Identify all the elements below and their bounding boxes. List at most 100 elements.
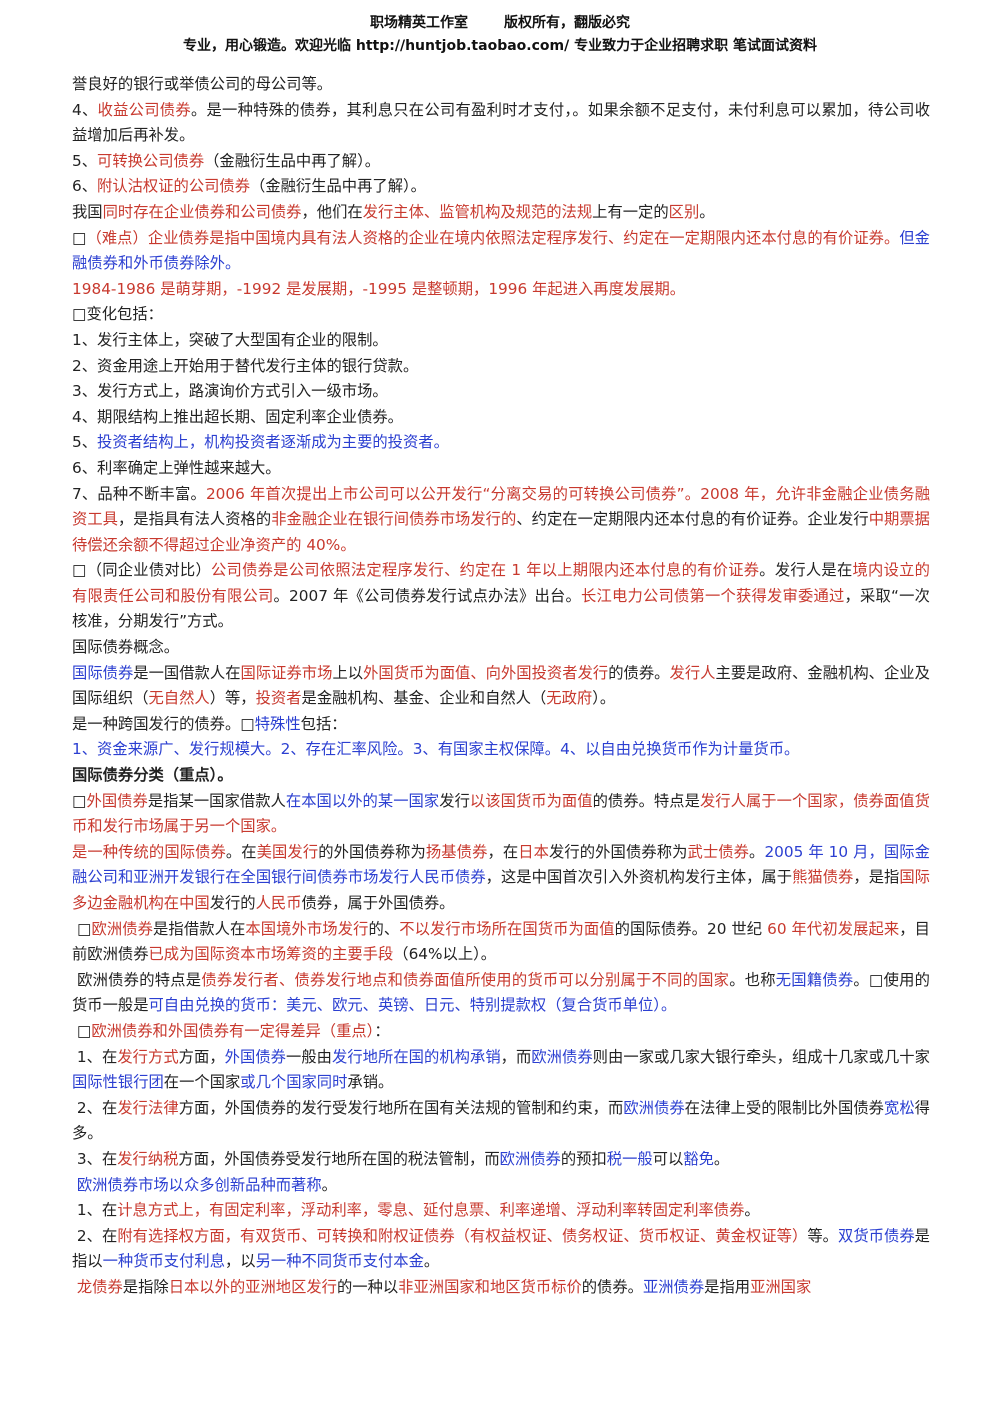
text-run: 投资者结构上，机构投资者逐渐成为主要的投资者。: [97, 433, 449, 452]
text-run: 外国债券: [86, 791, 148, 810]
text-run: 等。: [807, 1226, 838, 1245]
text-run: 5、: [72, 151, 98, 170]
paragraph: 欧洲债券市场以众多创新品种而著称。: [72, 1173, 930, 1199]
text-run: 非亚洲国家和地区货币标价: [398, 1277, 582, 1296]
text-run: 的、: [368, 919, 400, 938]
text-run: 欧洲债券: [91, 919, 154, 938]
text-run: 国际证券市场: [240, 663, 333, 682]
text-run: 外国货币为面值、向外国投资者发行: [363, 663, 609, 682]
text-run: 。: [744, 1201, 760, 1220]
text-run: 附有选择权方面，有双货币、可转换和附权证债券（有权益权证、债务权证、货币权证、黄…: [117, 1226, 808, 1245]
text-run: 另一种不同货币支付本金: [255, 1252, 424, 1271]
text-run: 上有一定的: [592, 202, 669, 221]
paragraph: □欧洲债券是指借款人在本国境外市场发行的、不以发行市场所在国货币为面值的国际债券…: [72, 917, 930, 968]
text-run: 2、资金用途上开始用于替代发行主体的银行贷款。: [72, 356, 419, 375]
text-run: 发行的外国债券称为: [549, 842, 688, 861]
header: 职场精英工作室 版权所有，翻版必究 专业，用心锻造。欢迎光临 http://hun…: [0, 0, 1000, 58]
text-run: 、约定在一定期限内还本付息的有价证券。企业发行: [516, 510, 869, 529]
text-run: 的债券。: [581, 1277, 643, 1296]
text-run: 的债券。: [608, 663, 670, 682]
text-run: 长江电力公司债第一个获得发审委通过: [581, 586, 845, 605]
text-run: 附认沽权证的公司债券: [97, 177, 251, 196]
paragraph: 欧洲债券的特点是债券发行者、债券发行地点和债券面值所使用的货币可以分别属于不同的…: [72, 968, 930, 1019]
text-run: 企业债券是指中国境内具有法人资格的企业在境内依照法定程序发行、约定在一定期限内还…: [147, 228, 900, 247]
text-run: 中期票据待偿还余额不得超过企业净资产的 40%。: [72, 510, 930, 554]
text-run: 是指某一国家借款人: [147, 791, 286, 810]
text-run: 国际性银行团: [72, 1073, 164, 1092]
paragraph: 龙债券是指除日本以外的亚洲地区发行的一种以非亚洲国家和地区货币标价的债券。亚洲债…: [72, 1275, 930, 1301]
text-run: 一般由: [286, 1047, 332, 1066]
text-run: 是指除: [122, 1277, 169, 1296]
text-run: 4、期限结构上推出超长期、固定利率企业债券。: [72, 407, 403, 426]
text-run: 投资者: [255, 689, 302, 708]
text-run: □: [72, 1021, 92, 1040]
text-run: 国际多边金融机构在中国: [72, 868, 930, 912]
text-run: 。也称: [729, 970, 776, 989]
paragraph: □（同企业债对比）公司债券是公司依照法定程序发行、约定在 1 年以上期限内还本付…: [72, 558, 930, 635]
text-run: 发行人属于一个国家，债券面值货币和发行市场属于另一个国家。: [72, 791, 930, 836]
text-run: 3、在: [72, 1149, 118, 1168]
text-run: 无政府: [546, 689, 593, 708]
paragraph: 2、在发行法律方面，外国债券的发行受发行地所在国有关法规的管制和约束，而欧洲债券…: [72, 1096, 930, 1147]
text-run: 不以发行市场所在国货币为面值: [399, 919, 615, 938]
paragraph: 1、在发行方式方面，外国债券一般由发行地所在国的机构承销，而欧洲债券则由一家或几…: [72, 1045, 930, 1096]
text-run: 2006 年首次提出上市公司可以公开发行“分离交易的可转换公司债券”。2008 …: [72, 484, 931, 529]
paragraph: 1、资金来源广、发行规模大。2、存在汇率风险。3、有国家主权保障。4、以自由兑换…: [72, 737, 930, 763]
paragraph: 1、在计息方式上，有固定利率，浮动利率，零息、延付息票、利率递增、浮动利率转固定…: [72, 1198, 930, 1224]
text-run: 无自然人: [148, 689, 210, 708]
text-run: 特殊性: [254, 714, 301, 733]
text-run: 欧洲债券: [499, 1149, 561, 1168]
text-run: 。: [423, 1252, 440, 1271]
text-run: 是一种传统的国际债券: [72, 842, 226, 861]
text-run: ，采取“一次核准，分期发行”方式。: [72, 586, 930, 631]
text-run: 。: [713, 1149, 730, 1168]
header-right: 版权所有，翻版必究: [504, 15, 630, 31]
text-run: 方面，外国债券的发行受发行地所在国有关法规的管制和约束，而: [178, 1098, 624, 1117]
text-run: 发行地所在国的机构承销: [332, 1047, 501, 1066]
text-run: 或几个国家同时: [240, 1073, 348, 1092]
text-run: 武士债券: [687, 842, 750, 861]
text-run: 欧洲债券的特点是: [72, 970, 202, 989]
text-run: 在法律上受的限制比外国债券: [684, 1098, 884, 1117]
text-run: 2、在: [72, 1098, 118, 1117]
text-run: 方面，: [178, 1047, 225, 1066]
text-run: 收益公司债券: [97, 100, 191, 119]
text-run: 扬基债券: [425, 842, 488, 861]
text-run: 双货币债券: [838, 1226, 915, 1245]
text-run: 欧洲债券和外国债券有一定得差异（重点）: [91, 1021, 375, 1040]
text-run: 3、发行方式上，路演询价方式引入一级市场。: [72, 382, 388, 401]
text-run: 2、在: [72, 1226, 118, 1245]
text-run: 主要是政府、金融机构、企业及国际组织（: [72, 663, 930, 708]
text-run: 4、: [72, 100, 98, 119]
text-run: 发行法律: [117, 1098, 179, 1117]
text-run: 方面，外国债券受发行地所在国的税法管制，而: [178, 1149, 500, 1168]
text-run: 龙债券: [76, 1277, 123, 1296]
text-run: 欧洲债券: [531, 1047, 593, 1066]
text-run: 是一种跨国发行的债券。□: [72, 714, 255, 733]
paragraph: 1、发行主体上，突破了大型国有企业的限制。: [72, 328, 930, 354]
text-run: 的预扣: [560, 1149, 607, 1168]
paragraph: 6、利率确定上弹性越来越大。: [72, 456, 930, 482]
text-run: ，这是中国首次引入外资机构发行主体，属于: [485, 868, 793, 887]
text-run: 外国债券: [224, 1047, 286, 1066]
text-run: 的一种以: [336, 1277, 399, 1296]
text-run: 是指借款人在: [153, 919, 246, 938]
text-run: 发行: [439, 791, 470, 810]
text-run: 熊猫债券: [792, 868, 854, 887]
text-run: （难点）: [86, 228, 148, 247]
text-run: 我国: [72, 202, 103, 221]
text-run: 已成为国际资本市场筹资的主要手段: [148, 945, 394, 964]
paragraph: □外国债券是指某一国家借款人在本国以外的某一国家发行以该国货币为面值的债券。特点…: [72, 789, 930, 840]
text-run: 发行人: [669, 663, 716, 682]
paragraph: 是一种传统的国际债券。在美国发行的外国债券称为扬基债券，在日本发行的外国债券称为…: [72, 840, 930, 917]
text-run: 是金融机构、基金、企业和自然人（: [301, 689, 547, 708]
paragraph: 国际债券概念。: [72, 635, 930, 661]
text-run: 本国境外市场发行: [245, 919, 369, 938]
text-run: 的国际债券。20 世纪: [614, 919, 768, 938]
text-run: 。2007 年《公司债券发行试点办法》出台。: [273, 586, 582, 605]
text-run: 欧洲债券市场以众多创新品种而著称: [76, 1175, 322, 1194]
text-run: 。: [699, 202, 715, 221]
text-run: 得多。: [72, 1098, 930, 1143]
text-run: 2005 年 10 月，国际金融公司和亚洲开发银行在全国银行间债券市场发行人民币…: [72, 842, 930, 887]
text-run: 是指用: [704, 1277, 751, 1296]
